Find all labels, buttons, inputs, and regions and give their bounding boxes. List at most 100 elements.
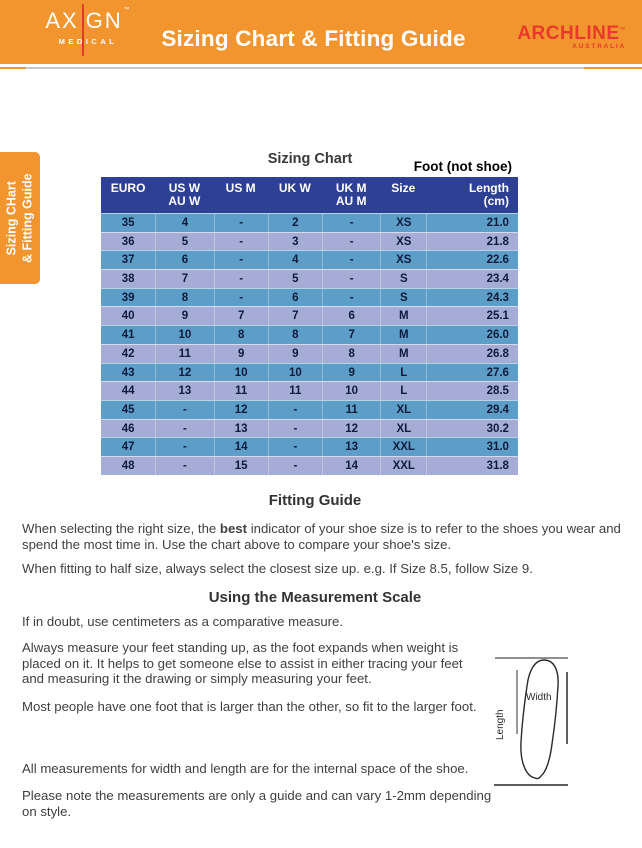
table-cell: 3 (267, 232, 322, 251)
table-cell: 36 (121, 235, 135, 248)
table-row: 43 12 10 10 9 L 27.6 (101, 362, 518, 382)
table-cell: - (155, 419, 213, 438)
table-cell: 15 (213, 456, 268, 475)
archline-logo: ARCHLINE™ AUSTRALIA (517, 23, 626, 50)
table-cell: - (321, 270, 380, 288)
table-cell: 23.4 (426, 270, 518, 288)
table-cell: 46 (121, 422, 135, 435)
table-cell: 47 (121, 441, 135, 454)
table-cell: 29.4 (426, 400, 518, 419)
table-cell: - (321, 288, 380, 307)
foot-not-shoe-label: Foot (not shoe) (413, 159, 512, 174)
table-cell: S (380, 270, 426, 288)
table-cell: - (155, 456, 213, 475)
archline-australia-label: AUSTRALIA (572, 43, 626, 50)
table-row: 45-12-11 XL 29.4 (101, 399, 518, 419)
column-header: US M (225, 181, 256, 195)
measurement-paragraph-1: If in doubt, use centimeters as a compar… (22, 614, 344, 629)
table-cell: 14 (213, 438, 268, 456)
table-cell: M (380, 307, 426, 326)
table-cell: 12 (321, 419, 380, 438)
side-tab-label: Sizing CHart & Fitting Guide (4, 173, 36, 263)
table-cell: 10 (321, 382, 380, 400)
measurement-paragraph-4: All measurements for width and length ar… (22, 761, 469, 776)
table-cell: L (380, 382, 426, 400)
table-cell: 7 (213, 307, 268, 326)
table-cell: 11 (267, 382, 322, 400)
table-cell: 14 (321, 456, 380, 475)
table-cell: 5 (267, 270, 322, 288)
table-cell: - (213, 214, 268, 232)
column-header: UK M AU M (335, 181, 367, 208)
table-cell: 43 (121, 366, 135, 379)
foot-measurement-diagram: Width Length (494, 657, 568, 786)
table-cell: - (213, 232, 268, 251)
table-cell: XXL (380, 438, 426, 456)
fitting-guide-paragraph-1: When selecting the right size, the best … (22, 521, 621, 552)
table-cell: L (380, 363, 426, 382)
length-label: Length (495, 709, 506, 740)
table-cell: 13 (155, 382, 213, 400)
table-cell: 7 (155, 270, 213, 288)
measurement-paragraph-3: Most people have one foot that is larger… (22, 699, 477, 714)
table-cell: 45 (121, 403, 135, 416)
table-cell: - (321, 214, 380, 232)
table-row: 39 8-6- S 24.3 (101, 287, 518, 307)
table-row: 36 5-3- XS 21.8 (101, 231, 518, 251)
fitting-guide-paragraph-2: When fitting to half size, always select… (22, 561, 533, 576)
table-cell: 25.1 (426, 307, 518, 326)
sizing-table-header: EURO US W AU W US M UK W UK M AU M Size Length (c… (101, 177, 518, 213)
axign-logo-left: AX (45, 8, 79, 33)
table-cell: 26.0 (426, 326, 518, 344)
axign-logo-right: GN™ (85, 6, 132, 33)
table-cell: XS (380, 232, 426, 251)
table-row: 46-13-12 XL 30.2 (101, 418, 518, 438)
table-cell: 8 (213, 326, 268, 344)
table-cell: 13 (213, 419, 268, 438)
table-cell: 24.3 (426, 288, 518, 307)
axign-brushstroke-icon (82, 4, 84, 56)
table-cell: 8 (267, 326, 322, 344)
column-header: Size (391, 181, 416, 195)
table-cell: 7 (267, 307, 322, 326)
table-cell: 35 (121, 217, 135, 229)
table-cell: 11 (213, 382, 268, 400)
bold-word: best (219, 521, 248, 536)
table-cell: 8 (321, 344, 380, 363)
table-cell: 30.2 (426, 419, 518, 438)
table-cell: 37 (121, 254, 135, 267)
table-row: 44 13 11 11 10 L 28.5 (101, 381, 518, 400)
table-cell: 10 (155, 326, 213, 344)
table-cell: 8 (155, 288, 213, 307)
table-cell: 2 (267, 214, 322, 232)
measurement-scale-heading: Using the Measurement Scale (208, 589, 422, 606)
table-cell: XS (380, 251, 426, 270)
trademark-symbol: ™ (619, 27, 626, 34)
header-divider (0, 67, 642, 69)
table-cell: - (213, 251, 268, 270)
table-cell: 12 (213, 400, 268, 419)
table-cell: XL (380, 419, 426, 438)
page-title: Sizing Chart & Fitting Guide (161, 26, 466, 51)
table-cell: 27.6 (426, 363, 518, 382)
table-cell: 39 (121, 291, 135, 304)
side-tab: Sizing CHart & Fitting Guide (0, 152, 40, 284)
table-cell: - (213, 288, 268, 307)
fitting-guide-heading: Fitting Guide (268, 492, 362, 509)
table-cell: 9 (321, 363, 380, 382)
table-cell: - (213, 270, 268, 288)
axign-medical-label: MEDICAL (58, 37, 118, 46)
sizing-table: EURO US W AU W US M UK W UK M AU M Size Length (c… (101, 177, 518, 475)
table-cell: - (155, 400, 213, 419)
table-cell: 7 (321, 326, 380, 344)
axign-wordmark: AX GN™ (32, 4, 144, 56)
column-header: Length (cm) (468, 181, 509, 208)
column-header: EURO (110, 181, 146, 195)
table-cell: 6 (321, 307, 380, 326)
sizing-chart-title: Sizing Chart (267, 151, 353, 167)
table-cell: - (267, 419, 322, 438)
table-cell: 13 (321, 438, 380, 456)
table-cell: 9 (267, 344, 322, 363)
width-label: Width (526, 692, 552, 703)
